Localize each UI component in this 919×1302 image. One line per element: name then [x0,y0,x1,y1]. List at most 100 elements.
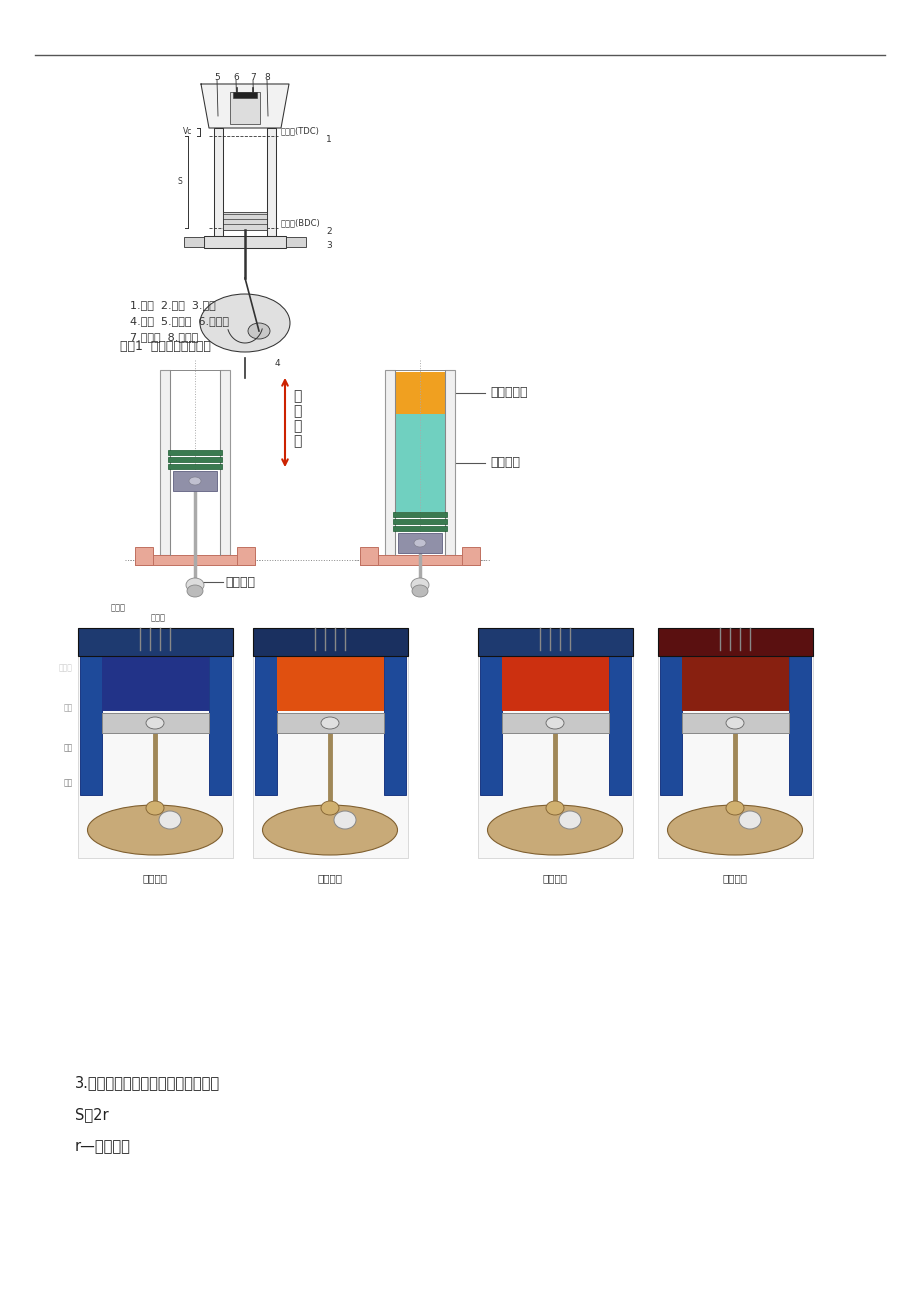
Polygon shape [200,85,289,128]
Bar [277,713,383,733]
Bar [230,92,260,124]
Bar [502,656,608,711]
Bar [173,471,217,491]
Bar [237,547,255,565]
Bar [78,628,233,858]
Ellipse shape [321,801,338,815]
Ellipse shape [159,811,181,829]
Bar [681,656,789,711]
Bar [102,713,209,733]
Ellipse shape [321,717,338,729]
Bar [789,630,811,796]
Bar [222,212,267,230]
Bar [384,370,394,555]
Bar [478,628,632,656]
Ellipse shape [262,805,397,855]
Bar [267,128,276,236]
Ellipse shape [559,811,581,829]
Bar [220,370,230,555]
Text: 3: 3 [325,241,332,250]
Bar [209,630,231,796]
Text: 下止点(BDC): 下止点(BDC) [280,217,321,227]
Ellipse shape [187,585,203,598]
Bar [681,713,789,733]
Bar [160,370,170,555]
Bar [102,656,209,711]
Text: 气缸: 气缸 [63,703,73,712]
Bar [394,372,445,414]
Bar [255,630,277,796]
Bar [445,370,455,555]
Text: 4: 4 [275,358,280,367]
Text: Vc: Vc [183,128,192,137]
Text: 6: 6 [233,73,239,82]
Bar [253,628,407,656]
Text: 燃烧室容积: 燃烧室容积 [490,387,527,400]
Text: 压缩行程: 压缩行程 [317,874,342,883]
Text: 做功行程: 做功行程 [542,874,567,883]
Text: r—曲轴半径: r—曲轴半径 [75,1139,130,1154]
Text: 行: 行 [292,419,301,434]
Text: 上止点(TDC): 上止点(TDC) [280,126,320,135]
Bar [184,237,204,247]
Ellipse shape [334,811,356,829]
Bar [233,92,256,98]
Bar [253,628,407,858]
Text: S＝2r: S＝2r [75,1107,108,1122]
Bar [478,628,632,858]
Ellipse shape [667,805,801,855]
Ellipse shape [738,811,760,829]
Text: 排气阀: 排气阀 [151,613,165,622]
Bar [359,555,480,565]
Ellipse shape [248,323,269,339]
Text: 工作容积: 工作容积 [490,457,519,470]
Text: 4.曲轴  5.气缸盖  6.进气门: 4.曲轴 5.气缸盖 6.进气门 [130,316,229,326]
Text: 1.气缸  2.活塞  3.连杆: 1.气缸 2.活塞 3.连杆 [130,299,216,310]
Text: 1: 1 [325,135,332,145]
Bar [480,630,502,796]
Text: 2: 2 [325,228,331,237]
Ellipse shape [188,477,200,486]
Ellipse shape [146,717,164,729]
Bar [214,128,222,236]
Text: 图－1  内燃机简单示意图: 图－1 内燃机简单示意图 [119,340,210,353]
Text: 曲柄: 曲柄 [63,779,73,788]
Bar [502,713,608,733]
Text: 活塞: 活塞 [63,743,73,753]
Bar [204,236,286,247]
Bar [657,628,812,858]
Text: 活: 活 [292,389,301,404]
Bar [135,547,153,565]
Text: 3.活塞行程：上下止点之间的距离。: 3.活塞行程：上下止点之间的距离。 [75,1075,220,1090]
Bar [359,547,378,565]
Bar [461,547,480,565]
Ellipse shape [411,578,428,592]
Text: 5: 5 [214,73,220,82]
Bar [657,628,812,656]
Bar [659,630,681,796]
Bar [392,526,447,531]
Bar [394,414,445,512]
Bar [277,656,383,711]
Ellipse shape [412,585,427,598]
Text: 进气阀: 进气阀 [110,603,125,612]
Ellipse shape [186,578,204,592]
Bar [168,457,221,462]
Ellipse shape [725,801,743,815]
Bar [78,628,233,656]
Bar [135,555,255,565]
Bar [608,630,630,796]
Ellipse shape [146,801,164,815]
Text: 8: 8 [264,73,269,82]
Bar [80,630,102,796]
Text: 进气行程: 进气行程 [142,874,167,883]
Ellipse shape [725,717,743,729]
Text: 曲柄半径: 曲柄半径 [225,575,255,589]
Bar [168,450,221,454]
Ellipse shape [87,805,222,855]
Text: 程: 程 [292,434,301,448]
Ellipse shape [487,805,622,855]
Text: 气缸盖: 气缸盖 [59,664,73,673]
Ellipse shape [199,294,289,352]
Text: 7.喷油器  8.排气门: 7.喷油器 8.排气门 [130,332,198,342]
